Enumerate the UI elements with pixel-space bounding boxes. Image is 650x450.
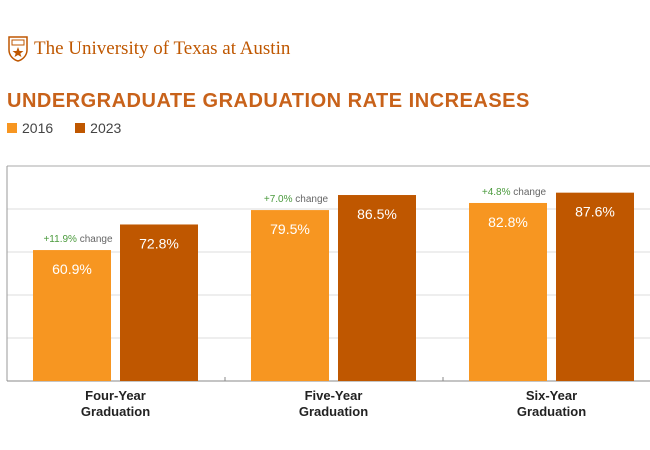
data-label: 79.5% bbox=[270, 221, 310, 237]
legend-item-2016: 2016 bbox=[7, 120, 53, 136]
bar-2016 bbox=[469, 202, 547, 381]
x-tick-label: Five-Year bbox=[305, 388, 363, 403]
bar-2023 bbox=[120, 224, 198, 381]
legend-label-2023: 2023 bbox=[90, 120, 122, 136]
bar-2016 bbox=[251, 210, 329, 381]
x-tick-label: Six-Year bbox=[526, 388, 577, 403]
change-annotation: +7.0% change bbox=[264, 194, 329, 205]
bar-2016 bbox=[33, 250, 111, 381]
x-tick-label: Graduation bbox=[517, 404, 586, 419]
data-label: 72.8% bbox=[139, 235, 179, 251]
change-annotation: +11.9% change bbox=[43, 234, 112, 245]
x-tick-label: Graduation bbox=[81, 404, 150, 419]
university-logo: The University of Texas at Austin bbox=[8, 36, 290, 62]
legend-swatch-2016 bbox=[7, 123, 17, 133]
data-label: 87.6% bbox=[575, 204, 615, 220]
legend-swatch-2023 bbox=[75, 123, 86, 133]
bar-2023 bbox=[556, 192, 634, 381]
data-label: 82.8% bbox=[488, 214, 528, 230]
x-tick-label: Four-Year bbox=[85, 388, 146, 403]
bar-2023 bbox=[338, 195, 416, 381]
shield-icon bbox=[8, 36, 28, 62]
change-annotation: +4.8% change bbox=[482, 187, 547, 198]
x-tick-label: Graduation bbox=[299, 404, 368, 419]
data-label: 86.5% bbox=[357, 206, 397, 222]
data-label: 60.9% bbox=[52, 261, 92, 277]
logo-text: The University of Texas at Austin bbox=[34, 38, 291, 59]
legend-item-2023: 2023 bbox=[75, 120, 121, 136]
legend: 2016 2023 bbox=[7, 120, 121, 136]
chart-title: UNDERGRADUATE GRADUATION RATE INCREASES bbox=[7, 90, 530, 112]
legend-label-2016: 2016 bbox=[22, 120, 54, 136]
